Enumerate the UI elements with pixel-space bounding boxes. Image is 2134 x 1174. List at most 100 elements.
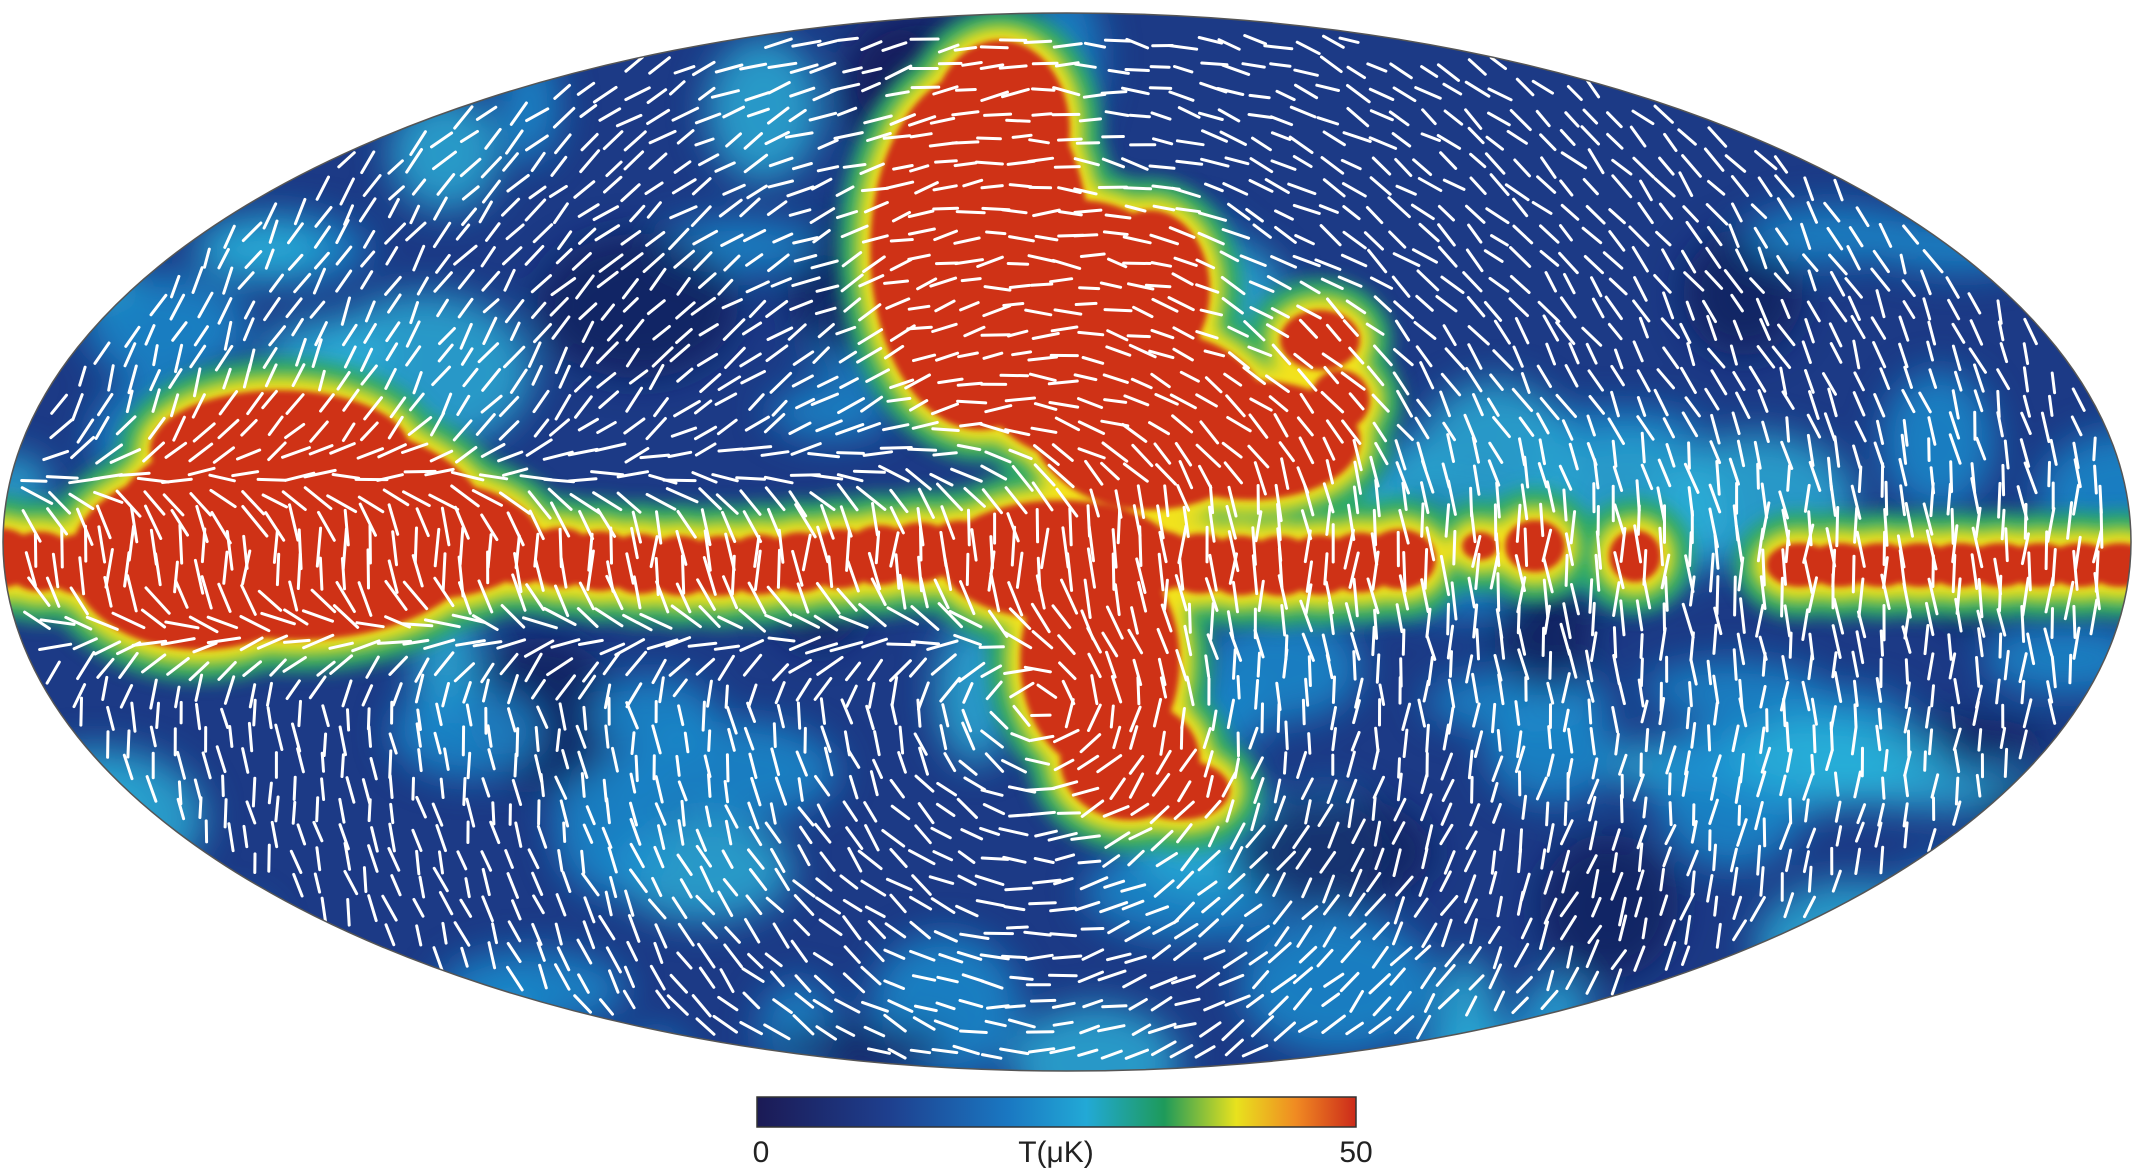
polarization-vector [513,552,523,594]
polarization-vector [1472,393,1484,417]
core [1364,529,1436,590]
polarization-vector [453,244,478,266]
polarization-vector [2072,441,2080,470]
polarization-vector [979,953,1010,961]
polarization-vector [889,258,913,272]
polarization-vector [1402,728,1409,758]
polarization-vector [651,346,674,368]
polarization-vector [174,685,181,709]
polarization-vector [530,151,546,172]
polarization-vector [1436,134,1462,150]
polarization-vector [1106,329,1129,342]
polarization-vector [2022,366,2030,393]
polarization-vector [1416,1014,1432,1040]
polarization-vector [1197,36,1224,45]
polarization-vector [1783,892,1795,919]
polarization-vector [675,582,692,614]
polarization-vector [1928,368,1938,389]
polarization-vector [1171,974,1196,985]
polarization-vector [1569,510,1577,545]
polarization-vector [308,675,327,700]
polarization-vector [810,259,839,270]
polarization-vector [592,205,620,221]
polarization-vector [1322,34,1345,49]
polarization-vector [1292,155,1313,168]
polarization-vector [1151,1040,1177,1057]
polarization-vector [1512,345,1524,368]
polarization-vector [625,386,643,413]
polarization-vector [2044,576,2055,614]
polarization-vector [1998,632,2003,659]
polarization-vector [1439,554,1451,597]
polarization-vector [170,509,189,537]
polarization-vector [954,258,984,266]
polarization-vector [1227,873,1246,890]
polarization-vector [360,270,374,290]
polarization-vector [1663,132,1678,152]
polarization-vector [794,503,817,539]
polarization-vector [275,552,281,587]
polarization-vector [1636,869,1645,891]
polarization-vector [1780,440,1794,470]
polarization-vector [1176,823,1193,844]
polarization-vector [285,679,301,700]
polarization-vector [405,320,421,348]
polarization-vector [1246,994,1265,1009]
polarization-vector [562,821,567,843]
polarization-vector [206,636,242,645]
polarization-vector [1447,678,1456,709]
polarization-vector [1833,435,1841,468]
polarization-vector [723,254,741,272]
polarization-vector [257,589,283,612]
blob [3,793,132,908]
polarization-vector [1954,370,1963,392]
polarization-vector [599,998,614,1016]
polarization-vector [745,280,770,294]
polarization-vector [655,510,663,545]
polarization-vector [625,650,648,677]
polarization-vector [1566,945,1574,969]
polarization-vector [623,417,646,435]
polarization-vector [698,966,716,989]
polarization-vector [1371,796,1377,821]
polarization-vector [415,924,423,947]
polarization-vector [679,878,693,899]
polarization-vector [585,805,596,826]
polarization-vector [1995,678,2001,705]
polarization-vector [788,658,812,674]
polarization-vector [506,942,522,963]
polarization-vector [1221,893,1244,916]
polarization-vector [961,61,983,67]
polarization-vector [119,684,134,709]
polarization-vector [1158,530,1168,564]
polarization-vector [1555,393,1577,418]
polarization-vector [1732,895,1743,920]
polarization-vector [1274,926,1290,947]
polarization-vector [1610,364,1625,387]
polarization-vector [389,802,395,825]
polarization-vector [698,153,720,167]
polarization-vector [1420,793,1433,822]
polarization-vector [1217,38,1241,51]
polarization-vector [20,479,48,483]
polarization-vector [764,37,793,49]
polarization-vector [1682,205,1699,223]
polarization-vector [1128,998,1148,1011]
polarization-vector [717,654,735,681]
polarization-vector [1116,509,1122,545]
polarization-vector [956,797,978,819]
polarization-vector [671,106,700,122]
polarization-vector [506,872,519,899]
polarization-vector [1066,552,1074,592]
polarization-vector [818,918,843,936]
polarization-vector [935,802,956,817]
polarization-vector [1371,550,1380,591]
polarization-vector [1710,369,1728,396]
polarization-vector [1101,631,1119,658]
polarization-vector [1151,944,1171,960]
polarization-vector [1779,821,1792,850]
polarization-vector [764,821,782,844]
polarization-vector [616,491,642,514]
polarization-vector [502,467,529,477]
polarization-vector [953,46,978,52]
